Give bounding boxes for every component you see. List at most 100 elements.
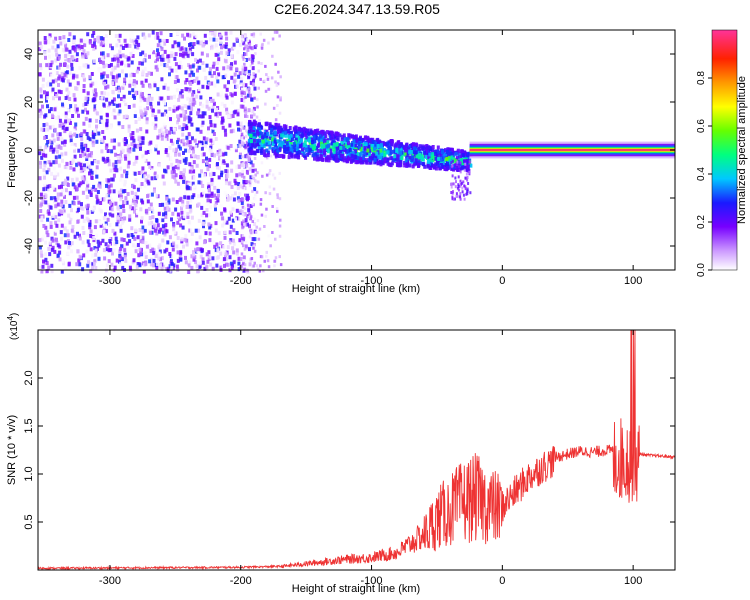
noise-cell xyxy=(141,200,145,205)
noise-fade-cell xyxy=(254,168,257,172)
broad-signal-tail-cell xyxy=(465,166,468,169)
noise-fade-cell xyxy=(253,113,256,117)
snr-x-tick-label: -200 xyxy=(230,575,252,587)
noise-fade-cell xyxy=(277,70,280,74)
noise-fade-cell xyxy=(259,202,263,206)
broad-signal-cell xyxy=(347,155,351,160)
noise-cell xyxy=(95,174,99,179)
noise-cell xyxy=(38,176,42,181)
noise-fade-cell xyxy=(241,155,244,159)
broad-signal-tail-cell xyxy=(451,174,454,178)
noise-cell xyxy=(208,199,212,204)
noise-cell xyxy=(165,39,169,43)
noise-cell xyxy=(45,63,49,68)
broad-signal-cell xyxy=(294,153,298,158)
noise-cell xyxy=(106,53,110,58)
noise-cell xyxy=(200,140,203,145)
broad-signal-cell xyxy=(249,147,253,152)
noise-cell xyxy=(86,147,90,152)
noise-cell xyxy=(116,116,120,121)
noise-cell xyxy=(88,153,92,158)
noise-cell xyxy=(47,35,51,40)
noise-cell xyxy=(169,95,173,100)
noise-cell xyxy=(176,181,180,186)
noise-cell xyxy=(84,139,88,144)
broad-signal-cell xyxy=(249,136,253,141)
noise-cell xyxy=(226,173,230,178)
noise-cell xyxy=(98,184,102,189)
noise-cell xyxy=(173,56,177,61)
noise-cell xyxy=(135,195,139,200)
broad-signal-cell xyxy=(371,143,375,148)
noise-cell xyxy=(77,161,81,166)
noise-cell xyxy=(188,87,192,92)
noise-cell xyxy=(117,86,121,91)
noise-cell xyxy=(208,147,212,152)
noise-cell xyxy=(119,194,123,199)
broad-signal-tail-cell xyxy=(465,172,468,176)
noise-fade-cell xyxy=(251,265,254,269)
noise-cell xyxy=(166,240,170,245)
noise-cell xyxy=(233,91,237,96)
broad-signal-cell xyxy=(445,150,449,155)
noise-cell xyxy=(226,145,230,150)
broad-signal-cell xyxy=(398,153,402,158)
noise-cell xyxy=(219,265,223,270)
noise-fade-cell xyxy=(257,237,261,241)
noise-cell xyxy=(170,53,173,58)
noise-cell xyxy=(74,104,78,109)
noise-cell xyxy=(64,200,68,204)
noise-cell xyxy=(91,81,95,86)
noise-cell xyxy=(143,97,147,102)
noise-cell xyxy=(245,169,249,174)
noise-cell xyxy=(240,264,244,268)
broad-signal-cell xyxy=(282,133,286,138)
noise-fade-cell xyxy=(256,98,259,102)
noise-cell xyxy=(207,106,211,111)
noise-cell xyxy=(56,243,60,248)
broad-signal-cell xyxy=(323,144,327,149)
noise-cell xyxy=(219,251,223,256)
noise-cell xyxy=(117,89,121,94)
noise-cell xyxy=(136,145,140,149)
noise-cell xyxy=(111,162,115,167)
noise-cell xyxy=(111,57,115,62)
noise-cell xyxy=(174,52,178,57)
noise-cell xyxy=(220,170,224,175)
broad-signal-cell xyxy=(326,144,330,149)
noise-cell xyxy=(59,230,63,235)
broad-signal-cell xyxy=(290,130,294,135)
broad-signal-cell xyxy=(351,150,355,155)
noise-cell xyxy=(200,169,203,174)
noise-cell xyxy=(94,248,98,253)
noise-cell xyxy=(235,173,239,178)
noise-cell xyxy=(63,140,67,144)
broad-signal-tail-cell xyxy=(457,188,460,192)
noise-cell xyxy=(103,173,106,178)
noise-cell xyxy=(156,87,160,92)
noise-fade-cell xyxy=(255,190,259,194)
noise-cell xyxy=(135,40,139,44)
broad-signal-cell xyxy=(355,138,359,143)
noise-fade-cell xyxy=(247,215,250,219)
noise-cell xyxy=(214,112,218,117)
noise-cell xyxy=(191,152,195,157)
broad-signal-cell xyxy=(295,131,298,136)
noise-cell xyxy=(213,30,217,35)
noise-cell xyxy=(171,44,175,49)
noise-cell xyxy=(183,195,187,200)
noise-cell xyxy=(243,180,247,185)
broad-signal-cell xyxy=(370,147,374,152)
broad-signal-cell xyxy=(413,152,417,157)
noise-cell xyxy=(244,119,248,124)
noise-cell xyxy=(205,63,209,68)
broad-signal-cell xyxy=(347,135,351,140)
noise-cell xyxy=(223,218,227,223)
noise-cell xyxy=(82,39,86,44)
noise-cell xyxy=(209,96,213,101)
broad-signal-cell xyxy=(263,134,267,138)
noise-cell xyxy=(126,233,130,238)
broad-signal-cell xyxy=(336,131,340,136)
noise-cell xyxy=(247,156,251,161)
noise-cell xyxy=(201,43,205,48)
